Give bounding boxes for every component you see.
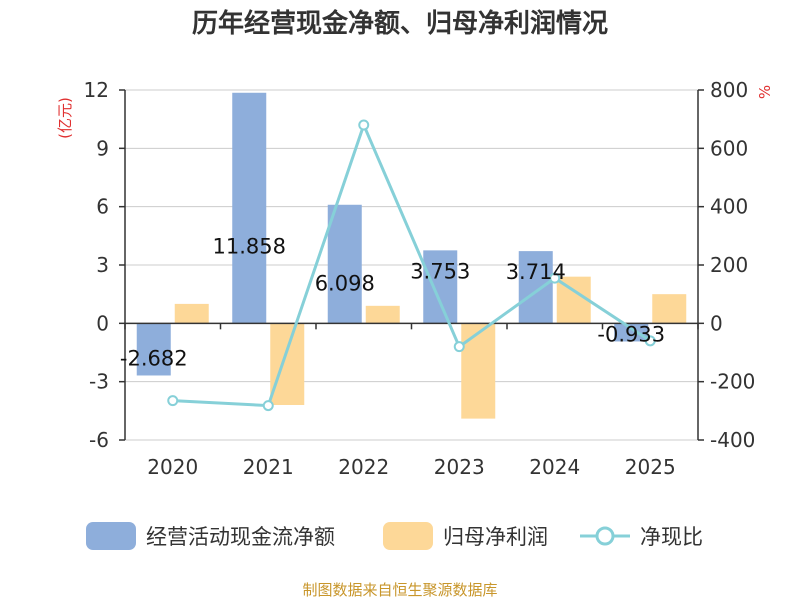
bar-profit [365, 305, 400, 324]
data-label: -0.933 [597, 322, 665, 346]
ratio-point [358, 119, 370, 131]
legend-label-ratio: 净现比 [640, 525, 703, 549]
right-tick: 200 [710, 253, 748, 277]
data-label: 11.858 [213, 235, 286, 259]
right-tick: -400 [710, 428, 755, 452]
bar-marks [136, 92, 687, 419]
ratio-point [644, 335, 656, 347]
data-labels: -2.682 11.858 6.098 3.753 3.714 -0.933 [120, 235, 665, 371]
bar-profit [461, 323, 496, 419]
left-tick: 0 [96, 311, 109, 335]
left-tick: 3 [96, 253, 109, 277]
chart-title: 历年经营现金净额、归母净利润情况 [192, 8, 608, 39]
right-tick: -200 [710, 370, 755, 394]
axis-lines [119, 89, 704, 441]
legend-swatch-profit [383, 522, 433, 550]
bar-cashflow [327, 204, 362, 324]
x-tick: 2024 [529, 455, 580, 479]
right-axis: 800 600 400 200 0 -200 -400 [710, 78, 755, 452]
ratio-point [453, 341, 465, 353]
x-tick: 2022 [338, 455, 389, 479]
left-tick: 6 [96, 195, 109, 219]
legend-label-profit: 归母净利润 [443, 525, 548, 549]
bar-cashflow [614, 323, 649, 342]
data-label: -2.682 [120, 346, 188, 370]
left-tick: 12 [84, 78, 109, 102]
legend-label-cashflow: 经营活动现金流净额 [146, 525, 335, 549]
legend: 经营活动现金流净额 归母净利润 净现比 [86, 522, 703, 550]
right-tick: 400 [710, 195, 748, 219]
ratio-point [167, 395, 179, 407]
bar-cashflow [423, 250, 458, 324]
legend-swatch-ratio-marker [595, 526, 615, 546]
left-tick: -6 [89, 428, 109, 452]
ratio-point [262, 400, 274, 412]
right-tick: 0 [710, 311, 723, 335]
ratio-series-line [172, 120, 652, 408]
bar-cashflow [232, 92, 267, 324]
x-tick: 2020 [147, 455, 198, 479]
right-tick: 800 [710, 78, 748, 102]
data-label: 3.753 [410, 259, 470, 283]
x-tick: 2021 [243, 455, 294, 479]
x-axis: 2020 2021 2022 2023 2024 2025 [147, 455, 675, 479]
bar-cashflow [136, 323, 171, 376]
left-tick: -3 [89, 370, 109, 394]
bar-cashflow [518, 251, 553, 324]
left-axis: 12 9 6 3 0 -3 -6 [84, 78, 109, 452]
right-tick: 600 [710, 136, 748, 160]
ratio-point [549, 272, 561, 284]
x-tick: 2023 [434, 455, 485, 479]
legend-swatch-cashflow [86, 522, 136, 550]
left-axis-unit: (亿元) [56, 97, 74, 139]
bar-profit [270, 323, 305, 405]
data-label: 3.714 [506, 260, 566, 284]
source-note: 制图数据来自恒生聚源数据库 [302, 581, 497, 599]
data-label: 6.098 [315, 272, 375, 296]
bar-profit [174, 303, 209, 324]
bar-profit [652, 294, 687, 324]
right-axis-unit: % [756, 85, 774, 99]
x-tick: 2025 [625, 455, 676, 479]
ratio-line [167, 119, 656, 412]
left-tick: 9 [96, 136, 109, 160]
